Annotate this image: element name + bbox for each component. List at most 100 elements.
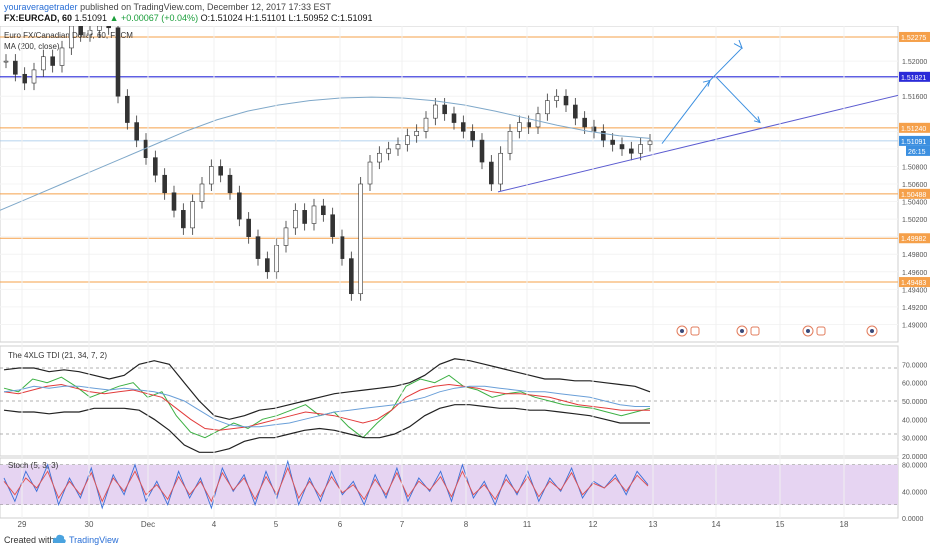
stoch-tick-label: 0.0000 — [902, 516, 924, 523]
currency-flag-icon — [816, 326, 826, 336]
candle-body — [293, 210, 298, 229]
candle-body — [153, 157, 158, 176]
chart-header: youraveragetrader published on TradingVi… — [0, 0, 932, 26]
symbol-label: FX:EURCAD, 60 — [4, 13, 73, 23]
time-tick-label: 11 — [523, 520, 532, 529]
candle-body — [479, 139, 485, 163]
candle-body — [97, 26, 102, 31]
tdi-tick-label: 30.0000 — [902, 436, 927, 443]
stoch-pane[interactable]: 0.0000 40.0000 80.0000 Stoch (5, 3, 3) — [0, 457, 927, 523]
candle-body — [619, 144, 625, 150]
candle-body — [134, 122, 139, 141]
ohlc-values: O:1.51024 H:1.51101 L:1.50952 C:1.51091 — [200, 13, 373, 23]
candle-body — [255, 236, 261, 259]
tdi-pane-title: The 4XLG TDI (21, 34, 7, 2) — [8, 351, 107, 360]
candle-body — [302, 210, 307, 224]
time-tick-label: 5 — [274, 520, 279, 529]
chart-area[interactable]: 1.52000 1.51600 1.50800 1.50600 1.50400 1.502… — [0, 26, 932, 530]
pane-frame — [0, 345, 899, 457]
candle-body — [358, 183, 363, 295]
candle-body — [414, 131, 419, 137]
candle-body — [377, 152, 382, 163]
candle-body — [629, 148, 634, 154]
price-pane[interactable]: 1.52000 1.51600 1.50800 1.50600 1.50400 1.502… — [0, 26, 930, 343]
candle-body — [13, 60, 18, 75]
candle-body — [451, 113, 457, 123]
candle-body — [489, 161, 494, 185]
stoch-tick-label: 80.0000 — [902, 463, 927, 470]
publish-line: youraveragetrader published on TradingVi… — [4, 2, 331, 12]
stoch-pane-title: Stoch (5, 3, 3) — [8, 461, 59, 470]
tdi-tick-label: 20.0000 — [902, 454, 927, 461]
price-level-label: 1.49982 — [901, 236, 926, 243]
candle-body — [507, 131, 513, 154]
candle-body — [190, 201, 195, 229]
candle-body — [3, 60, 9, 63]
candle-body — [274, 245, 279, 273]
countdown-tag — [906, 145, 930, 156]
candle-body — [237, 192, 242, 220]
candle-body — [498, 152, 503, 185]
price-tick-label: 1.49200 — [902, 305, 927, 312]
event-flag-icon — [870, 329, 874, 333]
candle-body — [395, 144, 401, 150]
price-level-tag — [899, 122, 930, 133]
candle-body — [59, 47, 65, 66]
candle-body — [171, 192, 177, 211]
tdi-signal-line — [3, 383, 650, 431]
candle-body — [573, 104, 578, 119]
footer: Created with TradingView — [0, 530, 932, 550]
candle-body — [22, 73, 27, 84]
candle-body — [470, 131, 475, 141]
candle-body — [181, 210, 186, 229]
candle-body — [405, 135, 410, 145]
tdi-market-base-line — [3, 385, 650, 428]
username-link[interactable]: youraveragetrader — [4, 2, 78, 12]
arrowhead — [753, 116, 761, 124]
candle-body — [554, 95, 559, 101]
price-level-label: 1.49483 — [901, 280, 926, 287]
candle-body — [582, 117, 587, 128]
last-price-label: 1.51091 — [901, 139, 926, 146]
price-tick-label: 1.50600 — [902, 182, 927, 189]
candle-body — [545, 100, 550, 115]
event-flag-icon — [740, 329, 744, 333]
candle-body — [610, 139, 615, 145]
time-tick-label: 18 — [840, 520, 849, 529]
price-tick-label: 1.50800 — [902, 164, 927, 171]
candle-body — [591, 126, 597, 132]
candle-body — [339, 236, 345, 259]
candle-body — [283, 227, 289, 246]
tradingview-link[interactable]: TradingView — [69, 535, 119, 545]
candle-body — [41, 56, 46, 71]
price-tick-label: 1.49800 — [902, 252, 927, 259]
candle-body — [386, 148, 391, 154]
price-tick-label: 1.49600 — [902, 270, 927, 277]
candle-body — [69, 26, 74, 49]
drawings-overlay — [661, 39, 761, 144]
tdi-upper-band — [3, 358, 651, 420]
tdi-pane[interactable]: 20.0000 30.0000 40.0000 50.0000 60.0000 70.00… — [0, 345, 927, 461]
time-tick-label: 12 — [589, 520, 598, 529]
candle-body — [330, 214, 335, 237]
candle-body — [367, 161, 373, 185]
price-tick-label: 1.50200 — [902, 217, 927, 224]
projection-arrow-down — [715, 76, 761, 123]
price-level-label: 1.52275 — [901, 35, 926, 42]
price-level-label: 1.51821 — [901, 75, 926, 82]
time-tick-label: 14 — [712, 520, 721, 529]
created-with-label: Created with — [4, 535, 55, 545]
candle-body — [647, 140, 653, 145]
candle-body — [461, 122, 466, 132]
candle-body — [423, 117, 429, 132]
candle-body — [162, 174, 167, 194]
tdi-tick-label: 70.0000 — [902, 362, 927, 369]
candle-body — [209, 166, 214, 185]
tdi-tick-label: 50.0000 — [902, 399, 927, 406]
time-tick-label: 15 — [776, 520, 785, 529]
time-tick-label: 30 — [85, 520, 94, 529]
tdi-tick-label: 40.0000 — [902, 417, 927, 424]
candle-body — [87, 30, 93, 36]
price-level-label: 1.51240 — [901, 126, 926, 133]
time-axis[interactable]: 29 30 Dec 4 5 6 7 8 11 12 13 14 15 18 — [18, 26, 849, 529]
